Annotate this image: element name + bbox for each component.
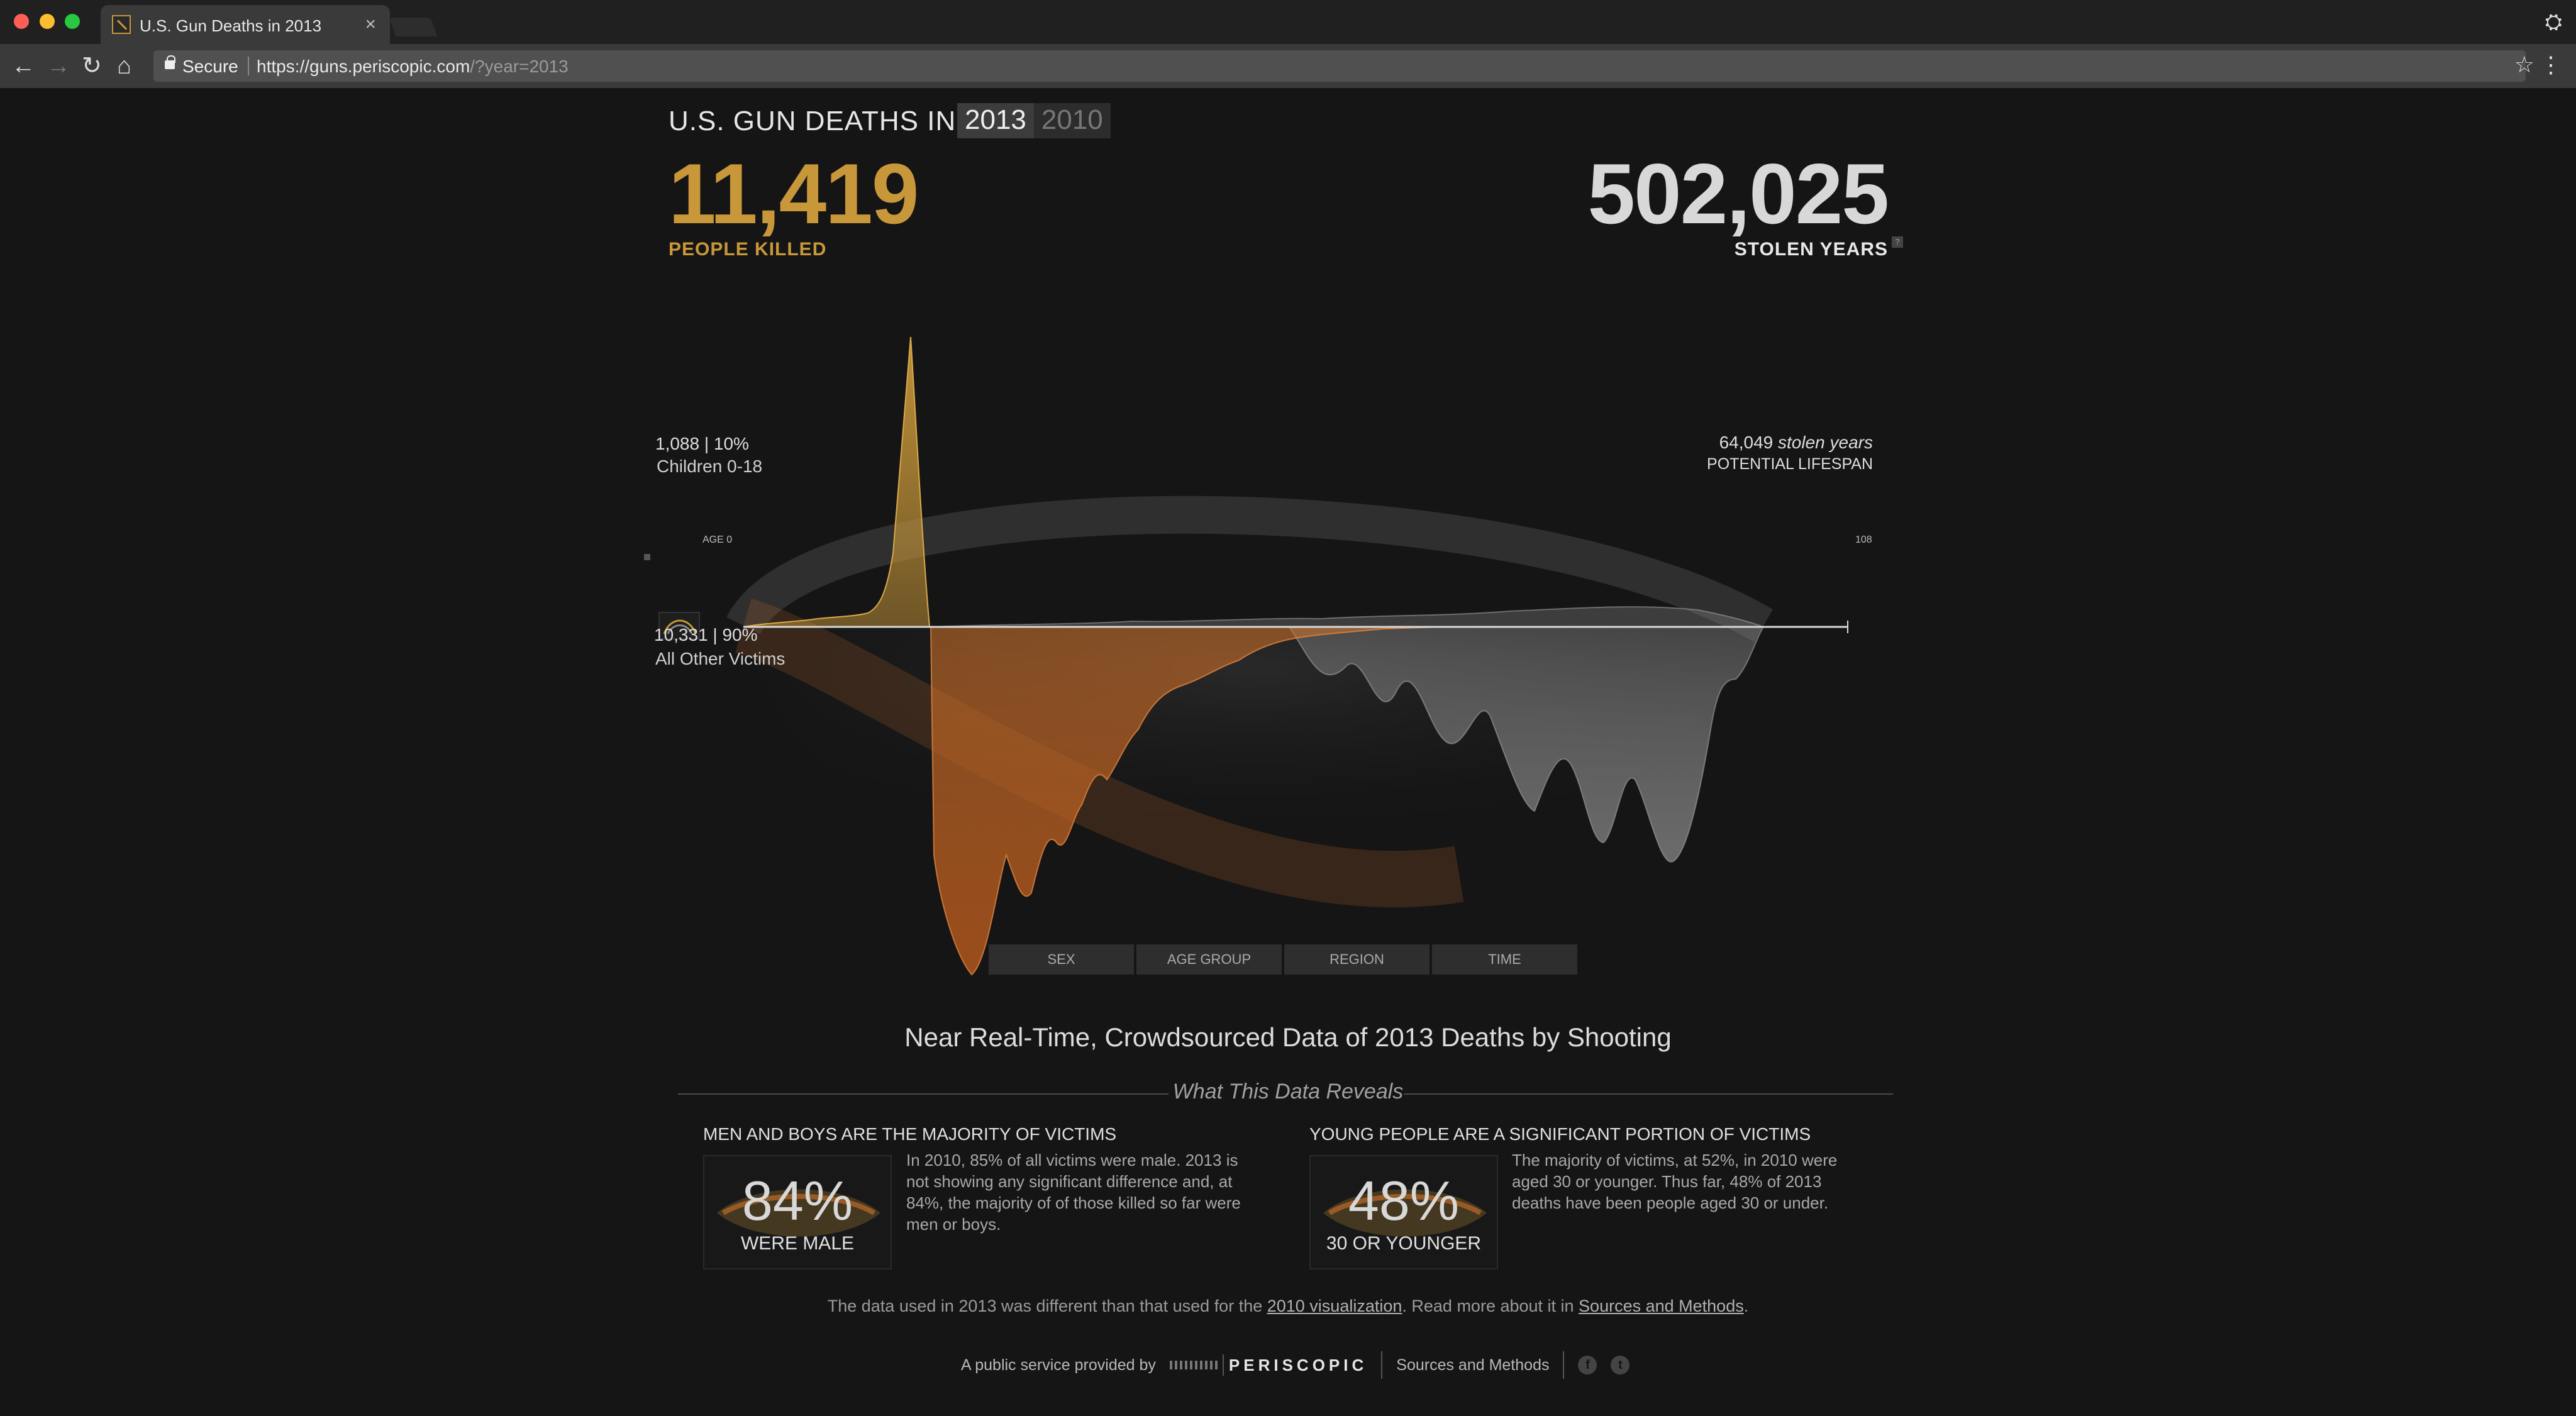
lifeline-arc-upper (726, 495, 1774, 642)
card-young-arc-icon (1323, 1189, 1487, 1237)
potential-lifespan-label: POTENTIAL LIFESPAN (1707, 455, 1873, 473)
card-male-percent: 84% (741, 1170, 853, 1232)
potential-stolen-years-label: 64,049 stolen years (1719, 433, 1873, 453)
filter-bar: SEX AGE GROUP REGION TIME (989, 944, 1577, 975)
home-icon[interactable]: ⌂ (117, 53, 131, 79)
data-note: The data used in 2013 was different than… (0, 1297, 2576, 1316)
tab-title: U.S. Gun Deaths in 2013 (140, 16, 322, 35)
card-young-text: The majority of victims, at 52%, in 2010… (1512, 1151, 1838, 1212)
stolen-years-count: 502,025 (1587, 146, 1889, 241)
new-tab-button[interactable] (389, 18, 438, 36)
close-tab-icon[interactable]: × (365, 14, 376, 35)
stolen-years-label: STOLEN YEARS (1734, 239, 1888, 260)
card-male-text: In 2010, 85% of all victims were male. 2… (906, 1151, 1241, 1234)
card-male-title: MEN AND BOYS ARE THE MAJORITY OF VICTIMS (703, 1124, 1117, 1144)
reveal-section-title: What This Data Reveals (1172, 1080, 1404, 1103)
footer-sources-link[interactable]: Sources and Methods (1396, 1356, 1550, 1374)
footer-provided-by: A public service provided by (961, 1356, 1156, 1374)
divider-right (1404, 1093, 1893, 1095)
filter-region-button[interactable]: REGION (1284, 944, 1430, 975)
address-bar[interactable]: Secure https://guns.periscopic.com/?year… (153, 50, 2526, 82)
bookmark-star-icon[interactable]: ☆ (2514, 52, 2534, 77)
gun-deaths-visualization[interactable] (629, 289, 1950, 1006)
help-icon[interactable]: ? (1892, 236, 1903, 248)
axis-start-label: AGE 0 (702, 534, 733, 545)
year-selector: 2013 2010 (957, 103, 1111, 138)
potential-upper-ripple (930, 606, 1764, 628)
page-content: U.S. GUN DEATHS IN 2013 2010 11,419 PEOP… (0, 88, 2576, 1416)
other-victims-count-label: 10,331 | 90% (654, 625, 758, 644)
arc-legend-icon[interactable] (658, 612, 700, 639)
potential-stolen-years-value: 64,049 (1719, 433, 1774, 452)
people-killed-count: 11,419 (669, 146, 919, 241)
filter-sex-button[interactable]: SEX (989, 944, 1134, 975)
back-icon[interactable]: ← (11, 53, 35, 79)
browser-toolbar: ← → ↻ ⌂ Secure https://guns.periscopic.c… (0, 44, 2576, 88)
footer-separator (1563, 1351, 1565, 1379)
lock-icon (165, 55, 175, 69)
children-legend-marker (644, 554, 650, 560)
note-text-middle: . Read more about it in (1402, 1297, 1579, 1315)
year-2013-button[interactable]: 2013 (957, 103, 1034, 138)
actual-deaths-area (930, 626, 1447, 976)
address-separator (248, 57, 249, 75)
footer-separator (1381, 1351, 1383, 1379)
filter-time-button[interactable]: TIME (1432, 944, 1577, 975)
potential-stolen-years-suffix: stolen years (1778, 433, 1873, 452)
card-young-title: YOUNG PEOPLE ARE A SIGNIFICANT PORTION O… (1309, 1124, 1811, 1144)
filter-age-group-button[interactable]: AGE GROUP (1136, 944, 1282, 975)
link-sources-methods[interactable]: Sources and Methods (1579, 1297, 1744, 1315)
year-2010-button[interactable]: 2010 (1041, 104, 1103, 135)
periscopic-brand-text: PERISCOPIC (1228, 1355, 1368, 1375)
periscopic-logo[interactable]: PERISCOPIC (1169, 1354, 1368, 1376)
card-young-graphic: 48% 30 OR YOUNGER (1309, 1155, 1498, 1269)
card-male-percent-label: WERE MALE (740, 1233, 855, 1254)
url-path: /?year=2013 (470, 57, 569, 76)
section-subtitle: Near Real-Time, Crowdsourced Data of 201… (904, 1022, 1672, 1052)
card-male-graphic: 84% WERE MALE (703, 1155, 892, 1269)
reload-icon[interactable]: ↻ (82, 53, 102, 79)
divider-left (678, 1093, 1169, 1095)
minimize-window-button[interactable] (40, 14, 55, 29)
axis-end-label: 108 (1855, 534, 1872, 545)
facebook-icon[interactable]: f (1578, 1356, 1597, 1375)
periscopic-favicon-icon (112, 15, 131, 34)
browser-titlebar: U.S. Gun Deaths in 2013 × ⛭ (0, 0, 2576, 44)
card-male-arc-icon (717, 1189, 880, 1237)
card-young-percent-label: 30 OR YOUNGER (1326, 1233, 1482, 1254)
children-deaths-area (743, 336, 931, 628)
maximize-window-button[interactable] (65, 14, 80, 29)
close-window-button[interactable] (14, 14, 29, 29)
twitter-icon[interactable]: t (1611, 1356, 1630, 1375)
browser-tab[interactable]: U.S. Gun Deaths in 2013 × (101, 5, 390, 44)
children-group-label: Children 0-18 (657, 456, 763, 476)
people-killed-label: PEOPLE KILLED (669, 239, 827, 260)
url-host: https://guns.periscopic.com (257, 57, 470, 76)
children-count-label: 1,088 | 10% (655, 434, 749, 453)
page-title: U.S. GUN DEATHS IN (669, 106, 957, 136)
other-victims-group-label: All Other Victims (655, 649, 786, 668)
note-text-end: . (1743, 1297, 1749, 1315)
link-2010-visualization[interactable]: 2010 visualization (1267, 1297, 1402, 1315)
note-text-start: The data used in 2013 was different than… (827, 1297, 1267, 1315)
incognito-icon: ⛭ (2545, 10, 2562, 34)
logo-separator (1222, 1354, 1224, 1376)
potential-lifespan-area (931, 626, 1765, 863)
footer: A public service provided by PERISCOPIC … (961, 1349, 1630, 1381)
secure-label: Secure (182, 57, 238, 76)
browser-menu-icon[interactable]: ⋮ (2540, 52, 2562, 77)
url-text[interactable]: https://guns.periscopic.com/?year=2013 (257, 57, 569, 77)
periscopic-dots-icon (1169, 1361, 1218, 1369)
card-young-percent: 48% (1348, 1170, 1460, 1232)
forward-icon[interactable]: → (47, 53, 70, 79)
